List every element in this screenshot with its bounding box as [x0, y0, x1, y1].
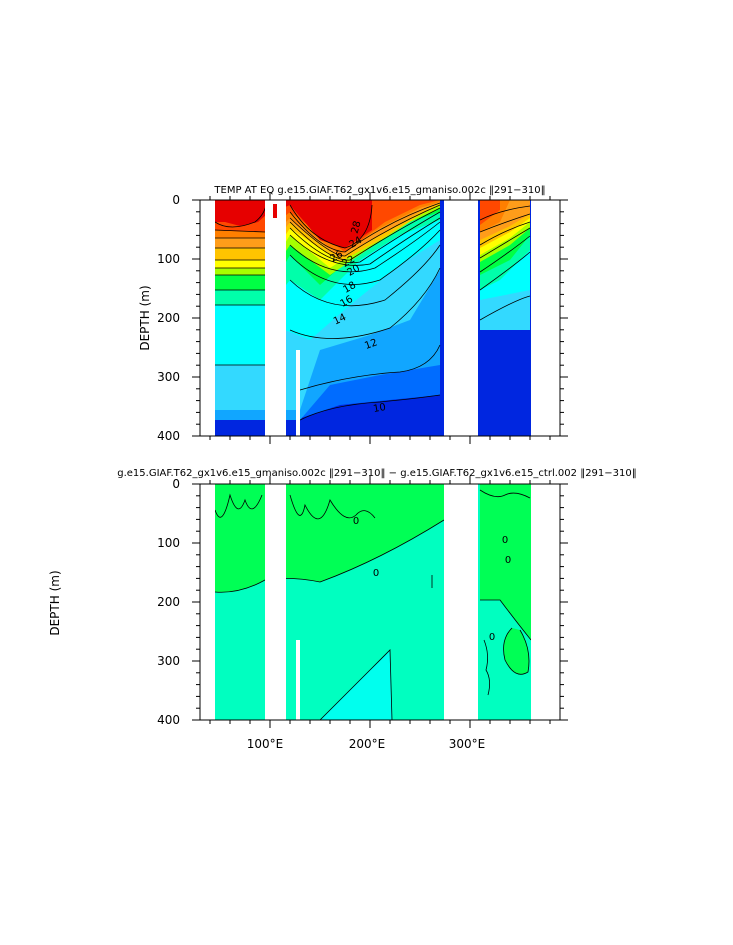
contour-line	[215, 267, 441, 366]
diff-band-positive	[200, 484, 560, 720]
y-tick-label: 300	[157, 654, 180, 668]
contour-line	[215, 221, 441, 276]
y-tick-labels-top: 0 100 200 300 400	[157, 193, 180, 443]
contour-line	[479, 489, 531, 499]
contour-line	[214, 519, 445, 593]
contour-labels-bottom: 0 0 0 0 0	[353, 516, 511, 643]
y-axis-label: DEPTH (m)	[138, 285, 152, 350]
temp-contour-lines	[214, 202, 531, 421]
diff-band-positive-blob	[503, 628, 529, 675]
contour-line	[480, 599, 532, 641]
contour-label: 0	[502, 535, 508, 546]
y-tick-label: 100	[157, 536, 180, 550]
contour-line	[319, 649, 393, 720]
contour-line	[215, 229, 441, 291]
contour-line	[214, 493, 263, 518]
land-mask	[531, 200, 560, 436]
land-mask	[265, 484, 286, 720]
y-tick-label: 0	[172, 477, 180, 491]
contour-line	[299, 344, 441, 391]
contour-line	[215, 211, 441, 264]
y-tick-label: 0	[172, 193, 180, 207]
contour-line	[214, 202, 441, 253]
contour-label: 0	[353, 516, 359, 527]
contour-label: 0	[505, 555, 511, 566]
axis-ticks-bottom-panel	[192, 476, 568, 728]
contour-line	[299, 394, 441, 421]
contour-line	[215, 217, 441, 269]
land-mask	[531, 484, 560, 720]
contour-line	[483, 639, 490, 696]
contour-label: 14	[332, 312, 348, 327]
y-tick-label: 200	[157, 595, 180, 609]
contour-line	[215, 204, 441, 257]
y-axis-label: DEPTH (m)	[48, 570, 62, 635]
land-mask	[444, 484, 478, 720]
contour-line	[289, 494, 376, 520]
contour-label: 28	[350, 220, 364, 235]
axis-ticks-top-panel	[192, 192, 568, 444]
panel-2-title: g.e15.GIAF.T62_gx1v6.e15_gmaniso.002c ‖2…	[117, 468, 637, 479]
contour-label: 0	[489, 632, 495, 643]
x-tick-labels: 100°E 200°E 300°E	[247, 737, 486, 751]
land-masks-top	[200, 200, 560, 436]
temperature-field	[200, 200, 560, 436]
y-tick-labels-bottom: 0 100 200 300 400	[157, 477, 180, 727]
land-mask	[265, 200, 286, 436]
difference-field	[200, 484, 560, 720]
y-tick-label: 200	[157, 311, 180, 325]
contour-label: 10	[372, 402, 386, 415]
panel-difference: g.e15.GIAF.T62_gx1v6.e15_gmaniso.002c ‖2…	[48, 468, 637, 751]
x-tick-label: 100°E	[247, 737, 284, 751]
land-mask	[296, 640, 300, 720]
contour-label: 0	[373, 568, 379, 579]
contour-line	[289, 204, 373, 249]
y-tick-label: 100	[157, 252, 180, 266]
land-masks-bottom	[200, 484, 560, 720]
panel-temperature: TEMP AT EQ g.e15.GIAF.T62_gx1v6.e15_gman…	[138, 185, 568, 444]
land-mask	[200, 200, 215, 436]
land-mask	[444, 200, 478, 436]
land-mask	[200, 484, 215, 720]
contour-label: 12	[363, 337, 379, 352]
temp-band-29	[200, 200, 372, 248]
contour-line	[214, 204, 267, 228]
y-tick-label: 400	[157, 713, 180, 727]
y-tick-label: 300	[157, 370, 180, 384]
contour-line	[479, 205, 531, 321]
y-tick-label: 400	[157, 429, 180, 443]
diff-contour-lines	[214, 489, 532, 720]
land-mask	[296, 350, 300, 436]
contour-line	[215, 244, 441, 307]
contour-line	[215, 207, 441, 261]
island-sliver	[273, 204, 277, 218]
contour-line	[503, 627, 530, 675]
x-tick-label: 300°E	[449, 737, 486, 751]
panel-1-title: TEMP AT EQ g.e15.GIAF.T62_gx1v6.e15_gman…	[213, 185, 545, 196]
x-tick-label: 200°E	[349, 737, 386, 751]
